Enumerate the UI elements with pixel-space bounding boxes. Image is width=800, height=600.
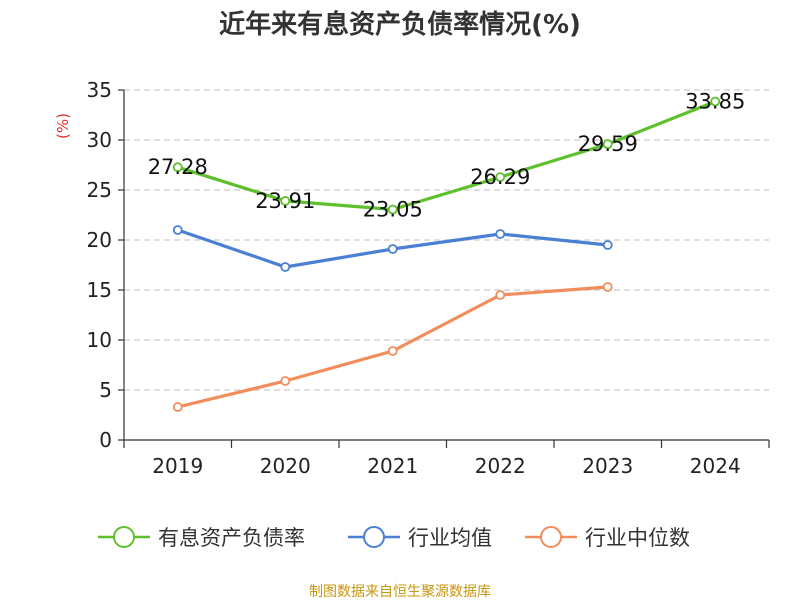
data-label: 27.28 [148, 155, 208, 179]
y-tick-label: 15 [87, 278, 112, 302]
data-point [387, 346, 398, 356]
series-line-0 [177, 100, 716, 212]
series-group [172, 96, 721, 412]
data-label: 23.05 [363, 198, 423, 222]
x-tick-label: 2024 [690, 454, 741, 478]
data-point [602, 282, 613, 292]
data-labels: 27.28 23.91 23.05 26.29 29.59 33.85 [148, 90, 746, 222]
y-tick-label: 30 [87, 128, 112, 152]
data-label: 23.91 [255, 189, 315, 213]
data-label: 29.59 [578, 132, 638, 156]
x-tick-label: 2019 [152, 454, 203, 478]
legend-label: 有息资产负债率 [158, 526, 305, 550]
y-tick-label: 10 [87, 328, 112, 352]
y-axis-unit-label: (%) [54, 113, 72, 139]
x-tick-label: 2021 [367, 454, 418, 478]
data-label: 33.85 [685, 90, 745, 114]
data-point [280, 262, 291, 272]
data-point [172, 402, 183, 412]
chart-title: 近年来有息资产负债率情况(%) [219, 9, 581, 40]
data-point [172, 225, 183, 235]
data-label: 26.29 [470, 165, 530, 189]
data-point [495, 290, 506, 300]
data-point [387, 244, 398, 254]
x-tick-label: 2023 [582, 454, 633, 478]
data-point [495, 229, 506, 239]
x-axis-ticks: 2019 2020 2021 2022 2023 2024 [152, 454, 740, 478]
legend-label: 行业中位数 [585, 526, 690, 550]
data-point [280, 195, 291, 206]
data-point [280, 376, 291, 386]
y-tick-label: 25 [87, 178, 112, 202]
x-tick-label: 2020 [260, 454, 311, 478]
y-tick-label: 20 [87, 228, 112, 252]
data-point [602, 240, 613, 250]
y-tick-label: 0 [99, 428, 112, 452]
data-point [387, 204, 398, 215]
data-point [602, 139, 613, 150]
legend: 有息资产负债率 行业均值 行业中位数 [98, 526, 690, 550]
x-tick-label: 2022 [475, 454, 526, 478]
data-point [172, 162, 183, 173]
legend-marker [540, 526, 562, 548]
y-axis-ticks: 0 5 10 15 20 25 30 35 [87, 78, 112, 452]
axes [118, 89, 770, 448]
y-tick-label: 35 [87, 78, 112, 102]
legend-marker [363, 526, 385, 548]
y-tick-label: 5 [99, 378, 112, 402]
data-point [710, 96, 721, 107]
legend-marker [113, 526, 135, 548]
source-note: 制图数据来自恒生聚源数据库 [309, 584, 491, 600]
legend-label: 行业均值 [408, 526, 492, 550]
data-point [495, 172, 506, 183]
